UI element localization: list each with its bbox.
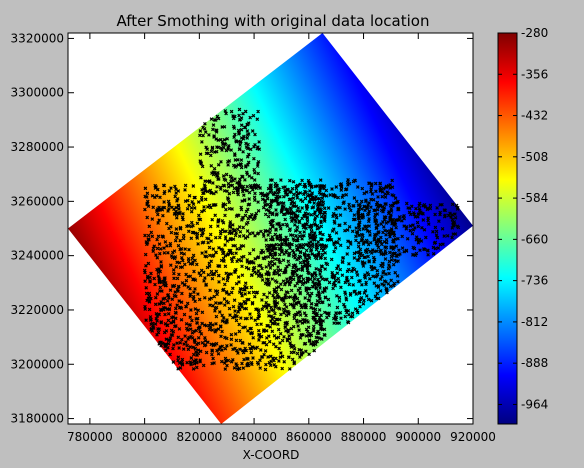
- y-tick-label: 3220000: [11, 303, 64, 317]
- y-tick-label: 3240000: [11, 249, 64, 263]
- colorbar-tick-label: -432: [521, 109, 548, 123]
- y-tick-label: 3300000: [11, 86, 64, 100]
- y-axis: 3180000 3200000 3220000 3240000 3260000 32800…: [11, 31, 473, 426]
- y-tick-label: 3260000: [11, 194, 64, 208]
- x-axis-label: X-COORD: [243, 448, 300, 462]
- x-tick-label: 800000: [122, 430, 168, 444]
- y-tick-label: 3200000: [11, 357, 64, 371]
- colorbar-tick-label: -508: [521, 150, 548, 164]
- plot-area: 780000 800000 820000 840000 860000 880000 9000…: [11, 31, 496, 444]
- chart-title: After Smothing with original data locati…: [117, 12, 430, 30]
- colorbar-frame: [497, 32, 518, 425]
- plot-frame: [67, 32, 474, 425]
- x-tick-label: 900000: [395, 430, 441, 444]
- x-tick-label: 920000: [450, 430, 496, 444]
- y-tick-label: 3280000: [11, 140, 64, 154]
- colorbar-tick-label: -356: [521, 67, 548, 81]
- colorbar: -280 -356 -432 -508 -584 -660 -736 -812 -888 -964: [497, 26, 548, 425]
- y-tick-label: 3180000: [11, 412, 64, 426]
- colorbar-tick-label: -660: [521, 232, 548, 246]
- x-axis: 780000 800000 820000 840000 860000 880000 9000…: [67, 33, 496, 444]
- colorbar-tick-label: -280: [521, 26, 548, 40]
- colorbar-tick-label: -964: [521, 397, 548, 411]
- colorbar-tick-label: -888: [521, 356, 548, 370]
- data-location-marks: [142, 107, 461, 372]
- x-tick-label: 840000: [231, 430, 277, 444]
- x-tick-label: 780000: [67, 430, 113, 444]
- colorbar-gradient: [498, 33, 517, 424]
- y-tick-label: 3320000: [11, 31, 64, 45]
- x-tick-label: 880000: [341, 430, 387, 444]
- colorbar-tick-label: -584: [521, 191, 548, 205]
- x-tick-label: 820000: [176, 430, 222, 444]
- colorbar-tick-label: -736: [521, 274, 548, 288]
- x-tick-label: 860000: [286, 430, 332, 444]
- colorbar-tick-label: -812: [521, 315, 548, 329]
- colorbar-ticks: -280 -356 -432 -508 -584 -660 -736 -812 -888 -964: [498, 26, 548, 411]
